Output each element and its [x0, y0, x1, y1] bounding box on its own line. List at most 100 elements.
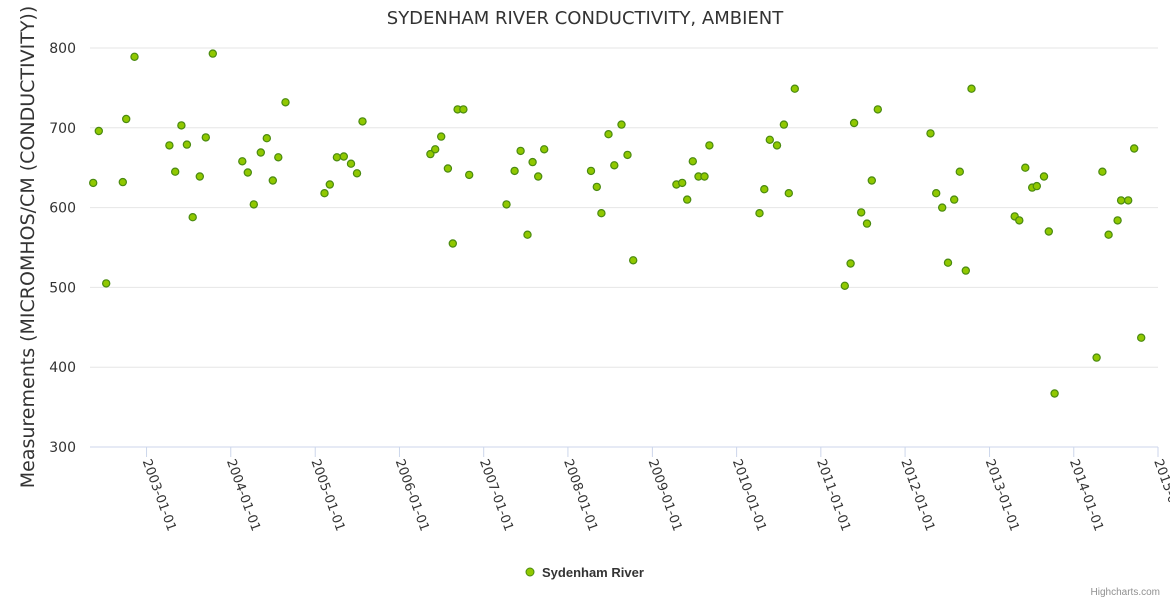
data-point[interactable] — [1123, 196, 1133, 205]
legend-marker[interactable] — [525, 567, 535, 577]
data-point[interactable] — [448, 239, 457, 248]
data-point[interactable] — [586, 166, 596, 176]
data-point[interactable] — [431, 145, 440, 154]
data-point[interactable] — [938, 203, 947, 212]
data-point[interactable] — [857, 208, 866, 217]
data-point[interactable] — [943, 258, 953, 267]
data-point[interactable] — [617, 120, 626, 129]
data-point[interactable] — [352, 169, 362, 178]
data-point[interactable] — [170, 167, 180, 176]
data-point[interactable] — [772, 141, 782, 150]
data-point[interactable] — [950, 195, 959, 204]
data-point[interactable] — [846, 259, 855, 268]
data-point[interactable] — [932, 188, 941, 198]
data-point[interactable] — [320, 188, 329, 198]
data-point[interactable] — [765, 135, 775, 144]
data-point[interactable] — [688, 157, 698, 166]
data-point[interactable] — [961, 266, 971, 275]
data-point[interactable] — [502, 200, 511, 209]
data-point[interactable] — [332, 153, 342, 162]
data-point[interactable] — [955, 167, 965, 176]
data-point[interactable] — [1113, 216, 1122, 225]
data-point[interactable] — [118, 177, 128, 187]
data-point[interactable] — [1129, 144, 1139, 153]
data-point[interactable] — [629, 256, 638, 265]
data-point[interactable] — [1032, 181, 1042, 191]
data-point[interactable] — [188, 212, 197, 222]
data-point[interactable] — [1050, 389, 1059, 398]
data-point[interactable] — [523, 230, 532, 239]
data-point[interactable] — [760, 184, 769, 194]
data-point[interactable] — [437, 132, 446, 141]
data-point[interactable] — [516, 146, 525, 156]
data-point[interactable] — [540, 145, 549, 154]
data-point[interactable] — [177, 121, 186, 130]
data-point[interactable] — [926, 129, 935, 138]
data-point[interactable] — [597, 208, 606, 218]
legend-item-sydenham-river[interactable]: Sydenham River — [542, 565, 644, 580]
data-point[interactable] — [249, 200, 258, 209]
data-point[interactable] — [208, 49, 217, 58]
data-point[interactable] — [88, 178, 98, 188]
data-point[interactable] — [867, 176, 877, 185]
data-point[interactable] — [967, 84, 976, 93]
data-point[interactable] — [262, 133, 271, 143]
data-point[interactable] — [623, 150, 632, 160]
data-point[interactable] — [790, 84, 800, 93]
data-point[interactable] — [678, 178, 687, 188]
data-point[interactable] — [130, 52, 139, 62]
data-point[interactable] — [465, 170, 474, 180]
data-point[interactable] — [325, 180, 334, 189]
data-point[interactable] — [755, 208, 764, 218]
data-point[interactable] — [195, 172, 204, 181]
data-point[interactable] — [339, 152, 348, 161]
data-point[interactable] — [705, 141, 714, 150]
data-point[interactable] — [459, 105, 468, 114]
y-tick-label: 300 — [49, 440, 76, 456]
data-point[interactable] — [849, 118, 859, 128]
data-point[interactable] — [779, 120, 789, 129]
data-point[interactable] — [1116, 196, 1126, 205]
data-point[interactable] — [256, 148, 265, 157]
data-point[interactable] — [528, 157, 537, 167]
data-point[interactable] — [443, 164, 453, 173]
data-point[interactable] — [346, 159, 356, 168]
data-point[interactable] — [94, 126, 104, 136]
y-tick-label: 800 — [49, 41, 76, 57]
data-point[interactable] — [840, 281, 850, 290]
data-point[interactable] — [101, 279, 111, 288]
data-point[interactable] — [784, 188, 794, 198]
data-point[interactable] — [510, 166, 519, 176]
data-point[interactable] — [121, 114, 131, 124]
data-point[interactable] — [165, 141, 174, 150]
data-point[interactable] — [182, 140, 192, 149]
data-point[interactable] — [873, 105, 883, 114]
credits-link[interactable]: Highcharts.com — [1091, 587, 1160, 598]
data-point[interactable] — [201, 133, 210, 142]
data-point[interactable] — [1015, 216, 1024, 225]
y-tick-label: 600 — [49, 201, 76, 217]
data-point[interactable] — [534, 172, 543, 181]
data-point[interactable] — [1104, 230, 1113, 239]
data-point[interactable] — [700, 172, 709, 181]
data-point[interactable] — [268, 176, 277, 185]
data-point[interactable] — [1021, 163, 1030, 172]
data-point[interactable] — [1092, 353, 1101, 362]
data-point[interactable] — [1044, 227, 1054, 236]
data-point[interactable] — [1136, 333, 1146, 342]
data-point[interactable] — [862, 219, 872, 228]
data-point[interactable] — [683, 195, 692, 204]
data-point[interactable] — [238, 157, 247, 166]
data-point[interactable] — [243, 168, 252, 177]
data-point[interactable] — [610, 161, 619, 170]
data-point[interactable] — [358, 117, 367, 126]
data-point[interactable] — [274, 153, 283, 162]
data-point[interactable] — [592, 182, 602, 192]
data-point[interactable] — [604, 129, 613, 139]
series-sydenham-river — [88, 49, 1146, 398]
data-point[interactable] — [426, 149, 435, 159]
data-point[interactable] — [1098, 167, 1107, 176]
legend[interactable]: Sydenham River — [525, 565, 644, 580]
data-point[interactable] — [281, 98, 290, 107]
data-point[interactable] — [1039, 172, 1049, 181]
